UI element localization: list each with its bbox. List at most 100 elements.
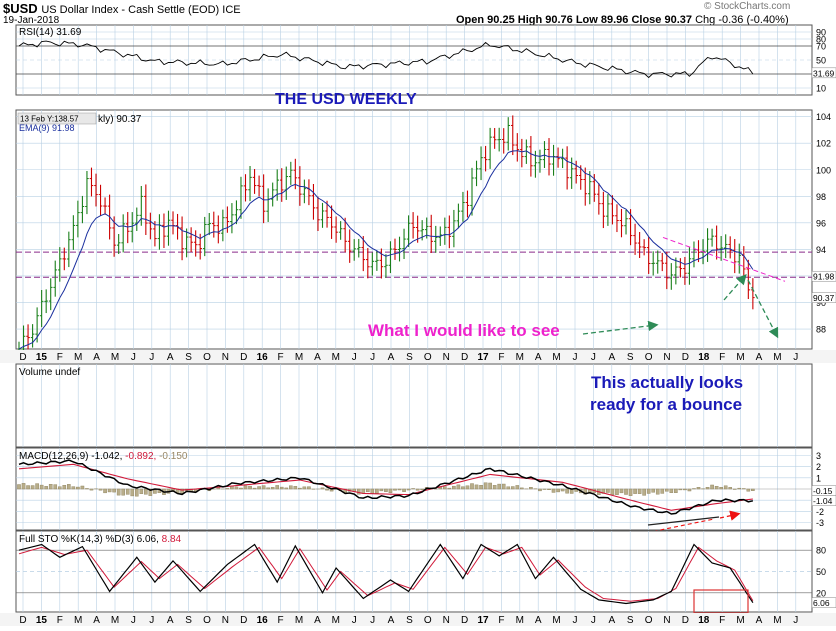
- x-tick-label: S: [627, 352, 634, 363]
- ohlc-bar: [429, 214, 434, 253]
- macd-histogram-bar: [21, 483, 26, 490]
- rsi-value-tag: 31.69: [813, 68, 835, 78]
- macd-histogram-bar: [98, 488, 103, 491]
- ohlc-bar: [520, 138, 524, 168]
- macd-histogram-bar: [483, 482, 488, 490]
- macd-histogram-bar: [293, 486, 298, 490]
- price-tick-label: 90: [816, 298, 826, 308]
- macd-tick-label: 2: [816, 462, 821, 472]
- ohlc-bar: [633, 223, 637, 255]
- macd-histogram-bar: [139, 488, 144, 494]
- x-tick-label: A: [535, 615, 542, 626]
- x-tick-label: D: [19, 615, 26, 626]
- x-tick-label: D: [461, 615, 468, 626]
- ohlc-bar: [433, 225, 438, 253]
- x-tick-label: O: [203, 352, 211, 363]
- macd-histogram-bar: [148, 488, 153, 496]
- x-tick-label: A: [756, 615, 763, 626]
- macd-histogram-bar: [683, 488, 687, 491]
- x-tick-label: A: [314, 615, 321, 626]
- ohlc-bar: [80, 195, 85, 224]
- macd-histogram-bar: [85, 488, 89, 490]
- ohlc-bar: [456, 203, 461, 229]
- macd-hist-tag: -0.15: [813, 486, 833, 496]
- x-tick-label: S: [185, 352, 192, 363]
- macd-histogram-bar: [714, 485, 719, 490]
- ohlc-bar: [225, 206, 230, 233]
- ohlc-bar: [144, 184, 148, 236]
- x-tick-label: 16: [257, 615, 269, 626]
- x-tick-label: 16: [257, 352, 269, 363]
- macd-arrow: [719, 510, 741, 521]
- x-tick-label: M: [736, 352, 744, 363]
- sto-tick-label: 80: [816, 546, 826, 556]
- macd-histogram-bar: [470, 483, 474, 490]
- macd-histogram-bar: [39, 484, 44, 490]
- macd-histogram-bar: [370, 488, 375, 494]
- ohlc-bar: [366, 248, 370, 279]
- x-tick-label: O: [645, 352, 653, 363]
- ohlc-bar: [583, 167, 588, 206]
- ohlc-bar: [148, 212, 153, 240]
- ohlc-bar: [597, 183, 601, 215]
- ohlc-bar: [705, 228, 710, 262]
- bounce-up-arrow: [723, 274, 747, 301]
- bounce-annotation-line1: This actually looks: [591, 373, 744, 392]
- macd-histogram-bar: [289, 485, 293, 490]
- ohlc-bar: [497, 127, 501, 152]
- watermark: © StockCharts.com: [704, 1, 791, 12]
- x-tick-label: O: [203, 615, 211, 626]
- ohlc-bar: [515, 133, 520, 162]
- price-tick-label: 88: [816, 325, 826, 335]
- x-tick-label: 18: [698, 615, 710, 626]
- macd-histogram-bar: [737, 487, 742, 490]
- x-tick-label: A: [608, 352, 615, 363]
- macd-histogram-bar: [239, 487, 243, 490]
- x-tick-label: 15: [36, 352, 48, 363]
- ohlc-bar: [103, 197, 107, 215]
- ema-value-tag: 91.98: [813, 272, 835, 282]
- macd-histogram-bar: [356, 488, 361, 495]
- x-tick-label: D: [19, 352, 26, 363]
- x-tick-label: D: [682, 352, 689, 363]
- sto-value-tag: 6.06: [813, 598, 830, 608]
- ohlc-bar: [746, 259, 751, 300]
- ohlc-bar: [683, 256, 687, 285]
- sto-d-line: [18, 546, 754, 602]
- ohlc-bar: [619, 208, 624, 238]
- ohlc-bar: [302, 179, 307, 204]
- macd-histogram-bar: [116, 488, 121, 496]
- macd-histogram-bar: [275, 485, 280, 490]
- macd-value-tag-box: [811, 495, 836, 506]
- macd-histogram-bar: [479, 485, 483, 490]
- rsi-line: [18, 40, 754, 79]
- macd-histogram-bar: [565, 488, 569, 494]
- ohlc-bar: [714, 225, 719, 260]
- ohlc-bar: [89, 167, 94, 197]
- x-tick-label: 17: [477, 615, 489, 626]
- x-tick-label: A: [167, 615, 174, 626]
- ohlc-bar: [524, 139, 529, 164]
- ohlc-bar: [125, 212, 130, 244]
- ohlc-bar: [248, 166, 252, 202]
- ohlc-bar: [53, 260, 58, 297]
- ohlc-bar: [606, 194, 610, 226]
- x-tick-label: A: [93, 352, 100, 363]
- x-tick-label: A: [167, 352, 174, 363]
- ohlc-bar: [415, 215, 420, 243]
- x-tick-label: A: [93, 615, 100, 626]
- macd-histogram-bar: [660, 488, 665, 494]
- ohlc-bar: [574, 160, 578, 184]
- macd-histogram-bar: [266, 487, 270, 490]
- x-tick-label: M: [111, 352, 119, 363]
- x-tick-label: D: [461, 352, 468, 363]
- macd-histogram-bar: [180, 488, 184, 494]
- macd-histogram-bar: [302, 486, 307, 490]
- macd-histogram-bar: [560, 488, 565, 492]
- x-tick-label: 17: [477, 352, 489, 363]
- ohlc-bar: [452, 209, 456, 248]
- macd-histogram-bar: [556, 488, 560, 493]
- x-tick-label: M: [552, 352, 560, 363]
- ohlc-bar: [234, 200, 239, 225]
- ohlc-bar: [166, 210, 171, 246]
